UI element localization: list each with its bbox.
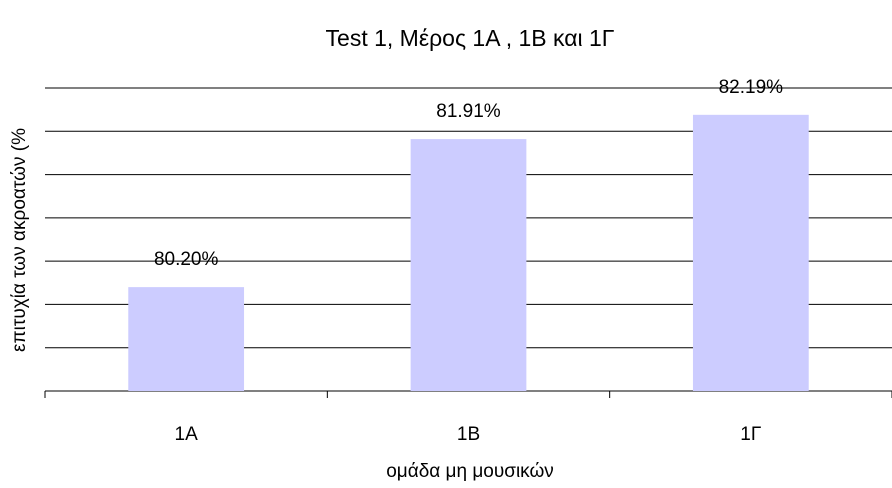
bar: [410, 139, 527, 391]
bar: [692, 114, 809, 391]
data-label: 80.20%: [154, 249, 219, 270]
x-tick-label: 1Α: [175, 424, 199, 445]
x-tick-label: 1Β: [457, 424, 480, 445]
x-tick-label: 1Γ: [740, 424, 761, 445]
bar: [128, 287, 245, 391]
chart-title: Test 1, Μέρος 1Α , 1Β και 1Γ: [326, 25, 615, 51]
x-axis-label: ομάδα μη μουσικών: [386, 461, 554, 482]
y-axis-label: επιτυχία των ακροατών (%: [9, 128, 30, 352]
data-label: 82.19%: [719, 77, 784, 98]
data-label: 81.91%: [436, 101, 501, 122]
